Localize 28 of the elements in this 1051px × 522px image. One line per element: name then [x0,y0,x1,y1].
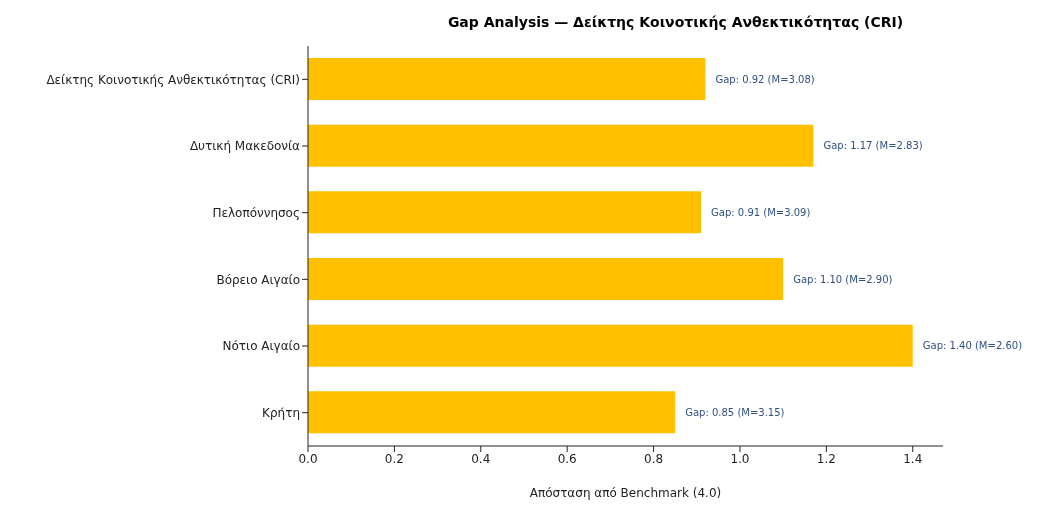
y-tick-label: Πελοπόννησος [212,205,300,220]
data-label: Gap: 0.91 (M=3.09) [711,206,811,218]
y-tick-label: Κρήτη [262,405,300,420]
x-axis-title: Απόσταση από Benchmark (4.0) [529,485,722,500]
x-tick-label: 1.4 [903,451,923,466]
data-label: Gap: 1.10 (M=2.90) [793,273,893,285]
y-tick-label: Βόρειο Αιγαίο [216,272,300,287]
x-tick-label: 1.0 [730,451,750,466]
data-label: Gap: 0.92 (M=3.08) [715,73,815,85]
y-tick-label: Δυτική Μακεδονία [189,139,301,154]
x-tick-label: 0.4 [471,451,491,466]
bar [308,391,676,434]
x-tick-label: 0.2 [384,451,404,466]
data-label: Gap: 1.40 (M=2.60) [922,340,1023,352]
bar [308,191,702,234]
data-label: Gap: 0.85 (M=3.15) [685,406,785,418]
data-label: Gap: 1.17 (M=2.83) [823,140,923,152]
y-tick-label: Δείκτης Κοινοτικής Ανθεκτικότητας (CRI) [46,72,300,87]
x-tick-label: 1.2 [816,451,836,466]
bar [308,258,784,300]
x-tick-label: 0.6 [557,451,577,466]
x-tick-label: 0.8 [644,451,664,466]
bar [308,58,706,100]
y-tick-label: Νότιο Αιγαίο [222,339,300,354]
bar [308,324,913,367]
chart-title: Gap Analysis — Δείκτης Κοινοτικής Ανθεκτικότητας (CRI) [446,13,905,32]
bar [308,124,814,167]
x-tick-label: 0.0 [298,451,318,466]
